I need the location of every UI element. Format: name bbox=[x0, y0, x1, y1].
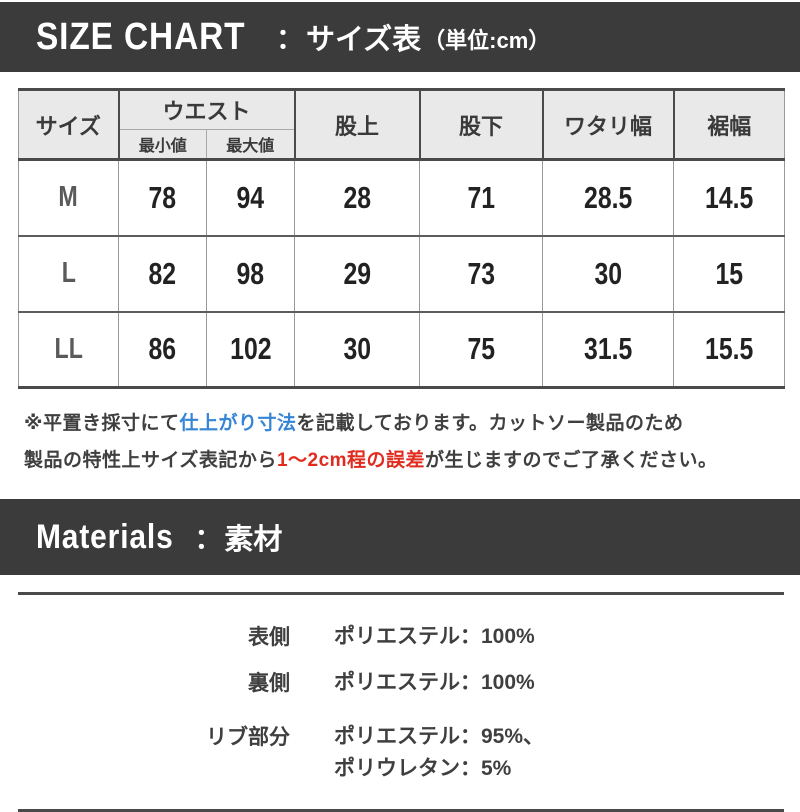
material-row-back: 裏側 ポリエステル：100% bbox=[0, 667, 800, 699]
col-header-size: サイズ bbox=[18, 88, 120, 161]
material-row-rib: リブ部分 ポリエステル：95%、 ポリウレタン：5% bbox=[0, 721, 800, 785]
rise-value: 29 bbox=[294, 234, 421, 312]
size-table-body: M 78 94 28 71 28.5 14.5 L 82 98 29 73 30… bbox=[18, 158, 786, 389]
material-value-line1: ポリエステル：95%、 bbox=[334, 725, 545, 748]
note-line2-end: が生じますのでご了承ください。 bbox=[425, 450, 718, 471]
materials-title-ja: 素材 bbox=[224, 524, 283, 556]
waist-max-value: 102 bbox=[205, 310, 296, 389]
material-value-line2: ポリウレタン：5% bbox=[334, 757, 512, 780]
inseam-value: 71 bbox=[419, 158, 544, 236]
size-table-head: サイズ ウエスト 股上 股下 ワタリ幅 裾幅 最小値 最大値 bbox=[18, 88, 786, 161]
note-highlight-tolerance: 1〜2cm程の誤差 bbox=[276, 450, 426, 471]
materials-title-en: Materials bbox=[36, 517, 174, 556]
table-row-m: M 78 94 28 71 28.5 14.5 bbox=[18, 158, 786, 236]
col-header-rise: 股上 bbox=[293, 88, 421, 161]
inseam-value: 75 bbox=[419, 310, 544, 389]
note-line1-end: を記載しております。カットソー製品のため bbox=[296, 413, 684, 434]
materials-title-separator: ： bbox=[194, 523, 223, 554]
materials-top-divider bbox=[18, 592, 784, 595]
size-chart-title-ja: サイズ表 bbox=[306, 24, 422, 56]
col-header-hem-width: 裾幅 bbox=[672, 88, 786, 161]
materials-header-bar: Materials ： 素材 bbox=[0, 499, 800, 575]
waist-min-value: 78 bbox=[118, 158, 207, 236]
rise-value: 28 bbox=[294, 158, 421, 236]
size-label: M bbox=[18, 158, 119, 236]
waist-max-value: 94 bbox=[205, 158, 296, 236]
col-header-inseam: 股下 bbox=[418, 88, 544, 161]
material-value: ポリエステル：95%、 ポリウレタン：5% bbox=[334, 721, 544, 785]
inseam-value: 73 bbox=[419, 234, 544, 312]
waist-min-value: 82 bbox=[118, 234, 207, 312]
waist-max-value: 98 bbox=[205, 234, 296, 312]
material-value: ポリエステル：100% bbox=[334, 671, 535, 694]
thigh-width-value: 30 bbox=[542, 234, 675, 312]
hem-width-value: 15 bbox=[673, 234, 786, 312]
material-value: ポリエステル：100% bbox=[334, 625, 535, 648]
material-row-front: 表側 ポリエステル：100% bbox=[0, 621, 800, 653]
thigh-width-value: 31.5 bbox=[542, 310, 675, 389]
col-header-waist: ウエスト bbox=[117, 88, 296, 130]
size-table: サイズ ウエスト 股上 股下 ワタリ幅 裾幅 最小値 最大値 M 78 94 2… bbox=[18, 88, 786, 389]
material-label: 表側 bbox=[248, 626, 290, 649]
size-chart-header-bar: SIZE CHART ： サイズ表 （単位:cm） bbox=[0, 2, 800, 72]
size-label: L bbox=[18, 234, 119, 312]
waist-min-value: 86 bbox=[118, 310, 207, 389]
material-label: リブ部分 bbox=[206, 726, 290, 749]
hem-width-value: 15.5 bbox=[673, 310, 786, 389]
hem-width-value: 14.5 bbox=[673, 158, 786, 236]
rise-value: 30 bbox=[294, 310, 421, 389]
size-label: LL bbox=[18, 310, 119, 389]
table-row-l: L 82 98 29 73 30 15 bbox=[18, 234, 786, 312]
note-line2-start: 製品の特性上サイズ表記から bbox=[24, 450, 277, 471]
thigh-width-value: 28.5 bbox=[542, 158, 675, 236]
col-header-waist-min: 最小値 bbox=[118, 129, 207, 161]
size-chart-title-en: SIZE CHART bbox=[36, 15, 246, 58]
col-header-thigh-width: ワタリ幅 bbox=[541, 88, 675, 161]
material-label: 裏側 bbox=[248, 672, 290, 695]
note-highlight-finished-dimensions: 仕上がり寸法 bbox=[179, 413, 297, 434]
note-line1-start: ※平置き採寸にて bbox=[24, 413, 180, 434]
materials-list: 表側 ポリエステル：100% 裏側 ポリエステル：100% リブ部分 ポリエステ… bbox=[0, 621, 800, 785]
col-header-waist-max: 最大値 bbox=[205, 129, 296, 161]
size-chart-unit-label: （単位:cm） bbox=[423, 27, 551, 53]
table-row-ll: LL 86 102 30 75 31.5 15.5 bbox=[18, 310, 786, 389]
measurement-note: ※平置き採寸にて仕上がり寸法を記載しております。カットソー製品のため 製品の特性… bbox=[24, 405, 780, 479]
size-chart-title-separator: ： bbox=[276, 23, 305, 54]
